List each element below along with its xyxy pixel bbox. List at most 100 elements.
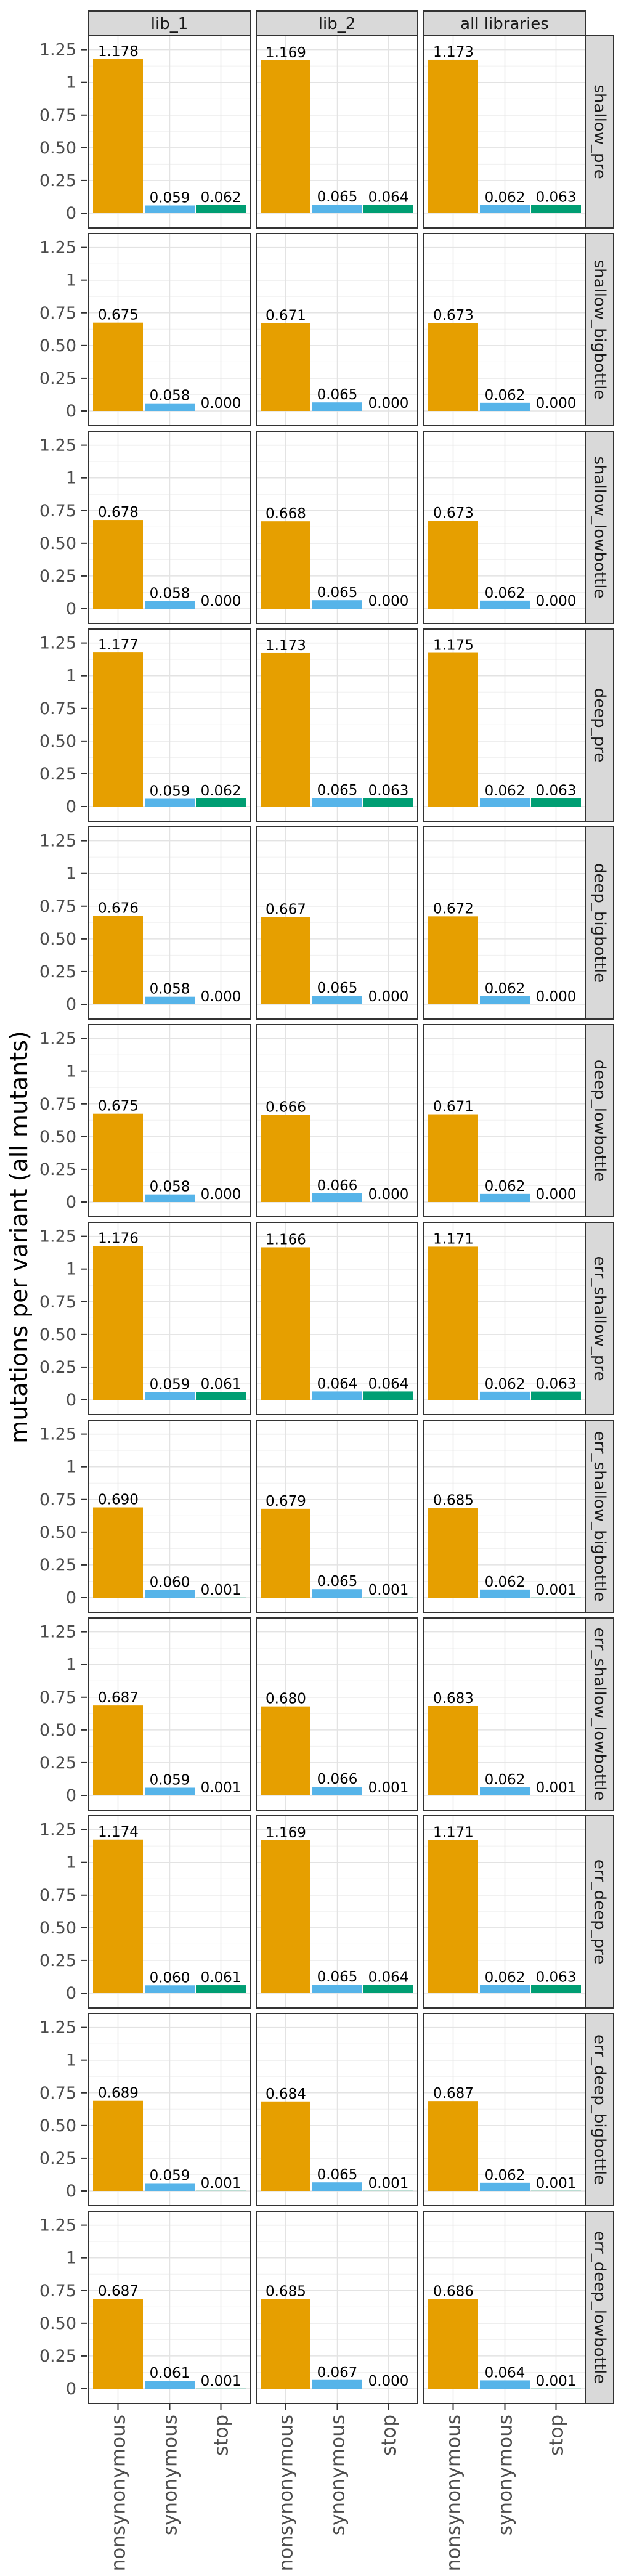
panel-border [256, 431, 418, 624]
bar-nonsynonymous [428, 59, 478, 213]
bar-nonsynonymous [261, 652, 310, 807]
bar-stop [531, 798, 581, 807]
panel-border [88, 826, 251, 1020]
facet-panel: 0.678 0.058 0.000 [88, 431, 251, 624]
bar-value-label: 0.062 [485, 783, 526, 799]
panel-border [256, 1420, 418, 1613]
panel-border [88, 1024, 251, 1217]
bar-value-label: 0.000 [368, 989, 409, 1005]
panel-border [256, 826, 418, 1020]
bar-value-label: 0.061 [201, 1376, 242, 1392]
y-tick-label: 0.25 [39, 171, 76, 190]
y-tick-label: 1 [66, 271, 76, 290]
facet-panel: 0.679 0.065 0.001 [256, 1420, 418, 1613]
y-tick-label: 1.25 [39, 41, 76, 60]
bar-value-label: 1.171 [433, 1824, 474, 1840]
column-strip: lib_2 [256, 10, 418, 36]
bar-value-label: 0.690 [98, 1492, 139, 1508]
x-tick-label: stop [546, 2415, 568, 2456]
facet-panel: 0.687 0.061 0.001 [88, 2211, 251, 2404]
bar-nonsynonymous [93, 59, 143, 213]
bar-value-label: 0.673 [433, 505, 474, 521]
bar-value-label: 0.671 [433, 1099, 474, 1115]
bar-synonymous [312, 996, 362, 1004]
x-tick-label: synonymous [160, 2415, 182, 2535]
bar-value-label: 1.169 [266, 1825, 306, 1841]
y-tick-label: 1.25 [39, 436, 76, 455]
bar-value-label: 0.062 [485, 388, 526, 404]
bar-synonymous [312, 600, 362, 609]
panel-border [423, 1024, 586, 1217]
y-tick-label: 0.75 [39, 1688, 76, 1707]
bar-value-label: 0.000 [201, 593, 242, 609]
bar-value-label: 0.001 [201, 2373, 242, 2389]
panel-border [423, 1420, 586, 1613]
bar-nonsynonymous [261, 1115, 310, 1202]
facet-panel: 0.685 0.062 0.001 [423, 1420, 586, 1613]
bar-value-label: 0.061 [150, 2365, 190, 2381]
bar-synonymous [480, 1589, 530, 1598]
y-tick-label: 0 [66, 1984, 76, 2003]
bar-synonymous [145, 2183, 195, 2191]
bar-value-label: 0.001 [536, 1780, 577, 1796]
bar-synonymous [312, 1985, 362, 1993]
row-strip-label: err_shallow_pre [590, 1256, 609, 1381]
bar-nonsynonymous [93, 1246, 143, 1400]
bar-nonsynonymous [428, 1705, 478, 1795]
column-strip-label: lib_1 [151, 15, 189, 33]
row-strip-label: shallow_bigbottle [590, 260, 609, 400]
facet-panel: 0.687 0.062 0.001 [423, 2013, 586, 2206]
bar-value-label: 0.672 [433, 901, 474, 917]
bar-synonymous [312, 1391, 362, 1400]
y-tick-label: 0.50 [39, 1919, 76, 1938]
bar-value-label: 0.064 [368, 1969, 409, 1985]
y-tick-label: 1.25 [39, 1821, 76, 1840]
y-tick-label: 0.25 [39, 2347, 76, 2366]
y-tick-label: 1.25 [39, 634, 76, 653]
bar-synonymous [480, 2182, 530, 2191]
row-strip-label: deep_lowbottle [590, 1060, 609, 1182]
bar-value-label: 0.062 [485, 2168, 526, 2184]
y-tick-label: 0.75 [39, 897, 76, 916]
bar-nonsynonymous [428, 323, 478, 411]
bar-value-label: 1.171 [433, 1231, 474, 1247]
y-tick-label: 0.25 [39, 1556, 76, 1575]
facet-panel: 1.169 0.065 0.064 [256, 35, 418, 229]
bar-value-label: 0.001 [201, 2176, 242, 2192]
row-strip: err_shallow_lowbottle [585, 1617, 614, 1811]
bar-synonymous [312, 2182, 362, 2191]
bar-synonymous [312, 798, 362, 807]
bar-nonsynonymous [261, 917, 310, 1004]
bar-nonsynonymous [93, 1705, 143, 1795]
facet-panel: 0.673 0.062 0.000 [423, 233, 586, 426]
panel-border [423, 431, 586, 624]
facet-panel: 0.686 0.064 0.001 [423, 2211, 586, 2404]
bar-nonsynonymous [261, 521, 310, 609]
facet-panel: 0.684 0.065 0.001 [256, 2013, 418, 2206]
bar-value-label: 0.684 [266, 2086, 306, 2102]
bar-value-label: 0.065 [317, 782, 358, 798]
y-tick-label: 1.25 [39, 2018, 76, 2038]
x-tick-label: synonymous [495, 2415, 517, 2535]
bar-synonymous [480, 205, 530, 213]
y-tick-label: 0.25 [39, 1358, 76, 1377]
bar-stop [196, 205, 246, 213]
y-tick-label: 0.75 [39, 2084, 76, 2103]
facet-panel: 0.673 0.062 0.000 [423, 431, 586, 624]
bar-value-label: 0.000 [201, 989, 242, 1005]
bar-synonymous [480, 1985, 530, 1993]
bar-value-label: 1.169 [266, 45, 306, 61]
bar-value-label: 0.687 [98, 2283, 139, 2299]
y-tick-label: 0 [66, 2379, 76, 2399]
bar-value-label: 0.065 [317, 189, 358, 205]
bar-value-label: 0.059 [150, 783, 190, 799]
facet-panel: 0.685 0.067 0.000 [256, 2211, 418, 2404]
bar-stop [363, 1985, 413, 1993]
facet-panel: 0.680 0.066 0.001 [256, 1617, 418, 1811]
panel-border [88, 35, 251, 229]
facet-panel: 1.171 0.062 0.063 [423, 1222, 586, 1415]
bar-value-label: 0.685 [433, 1493, 474, 1509]
bar-synonymous [145, 798, 195, 807]
bar-nonsynonymous [428, 2101, 478, 2191]
y-tick-label: 0 [66, 1193, 76, 1212]
